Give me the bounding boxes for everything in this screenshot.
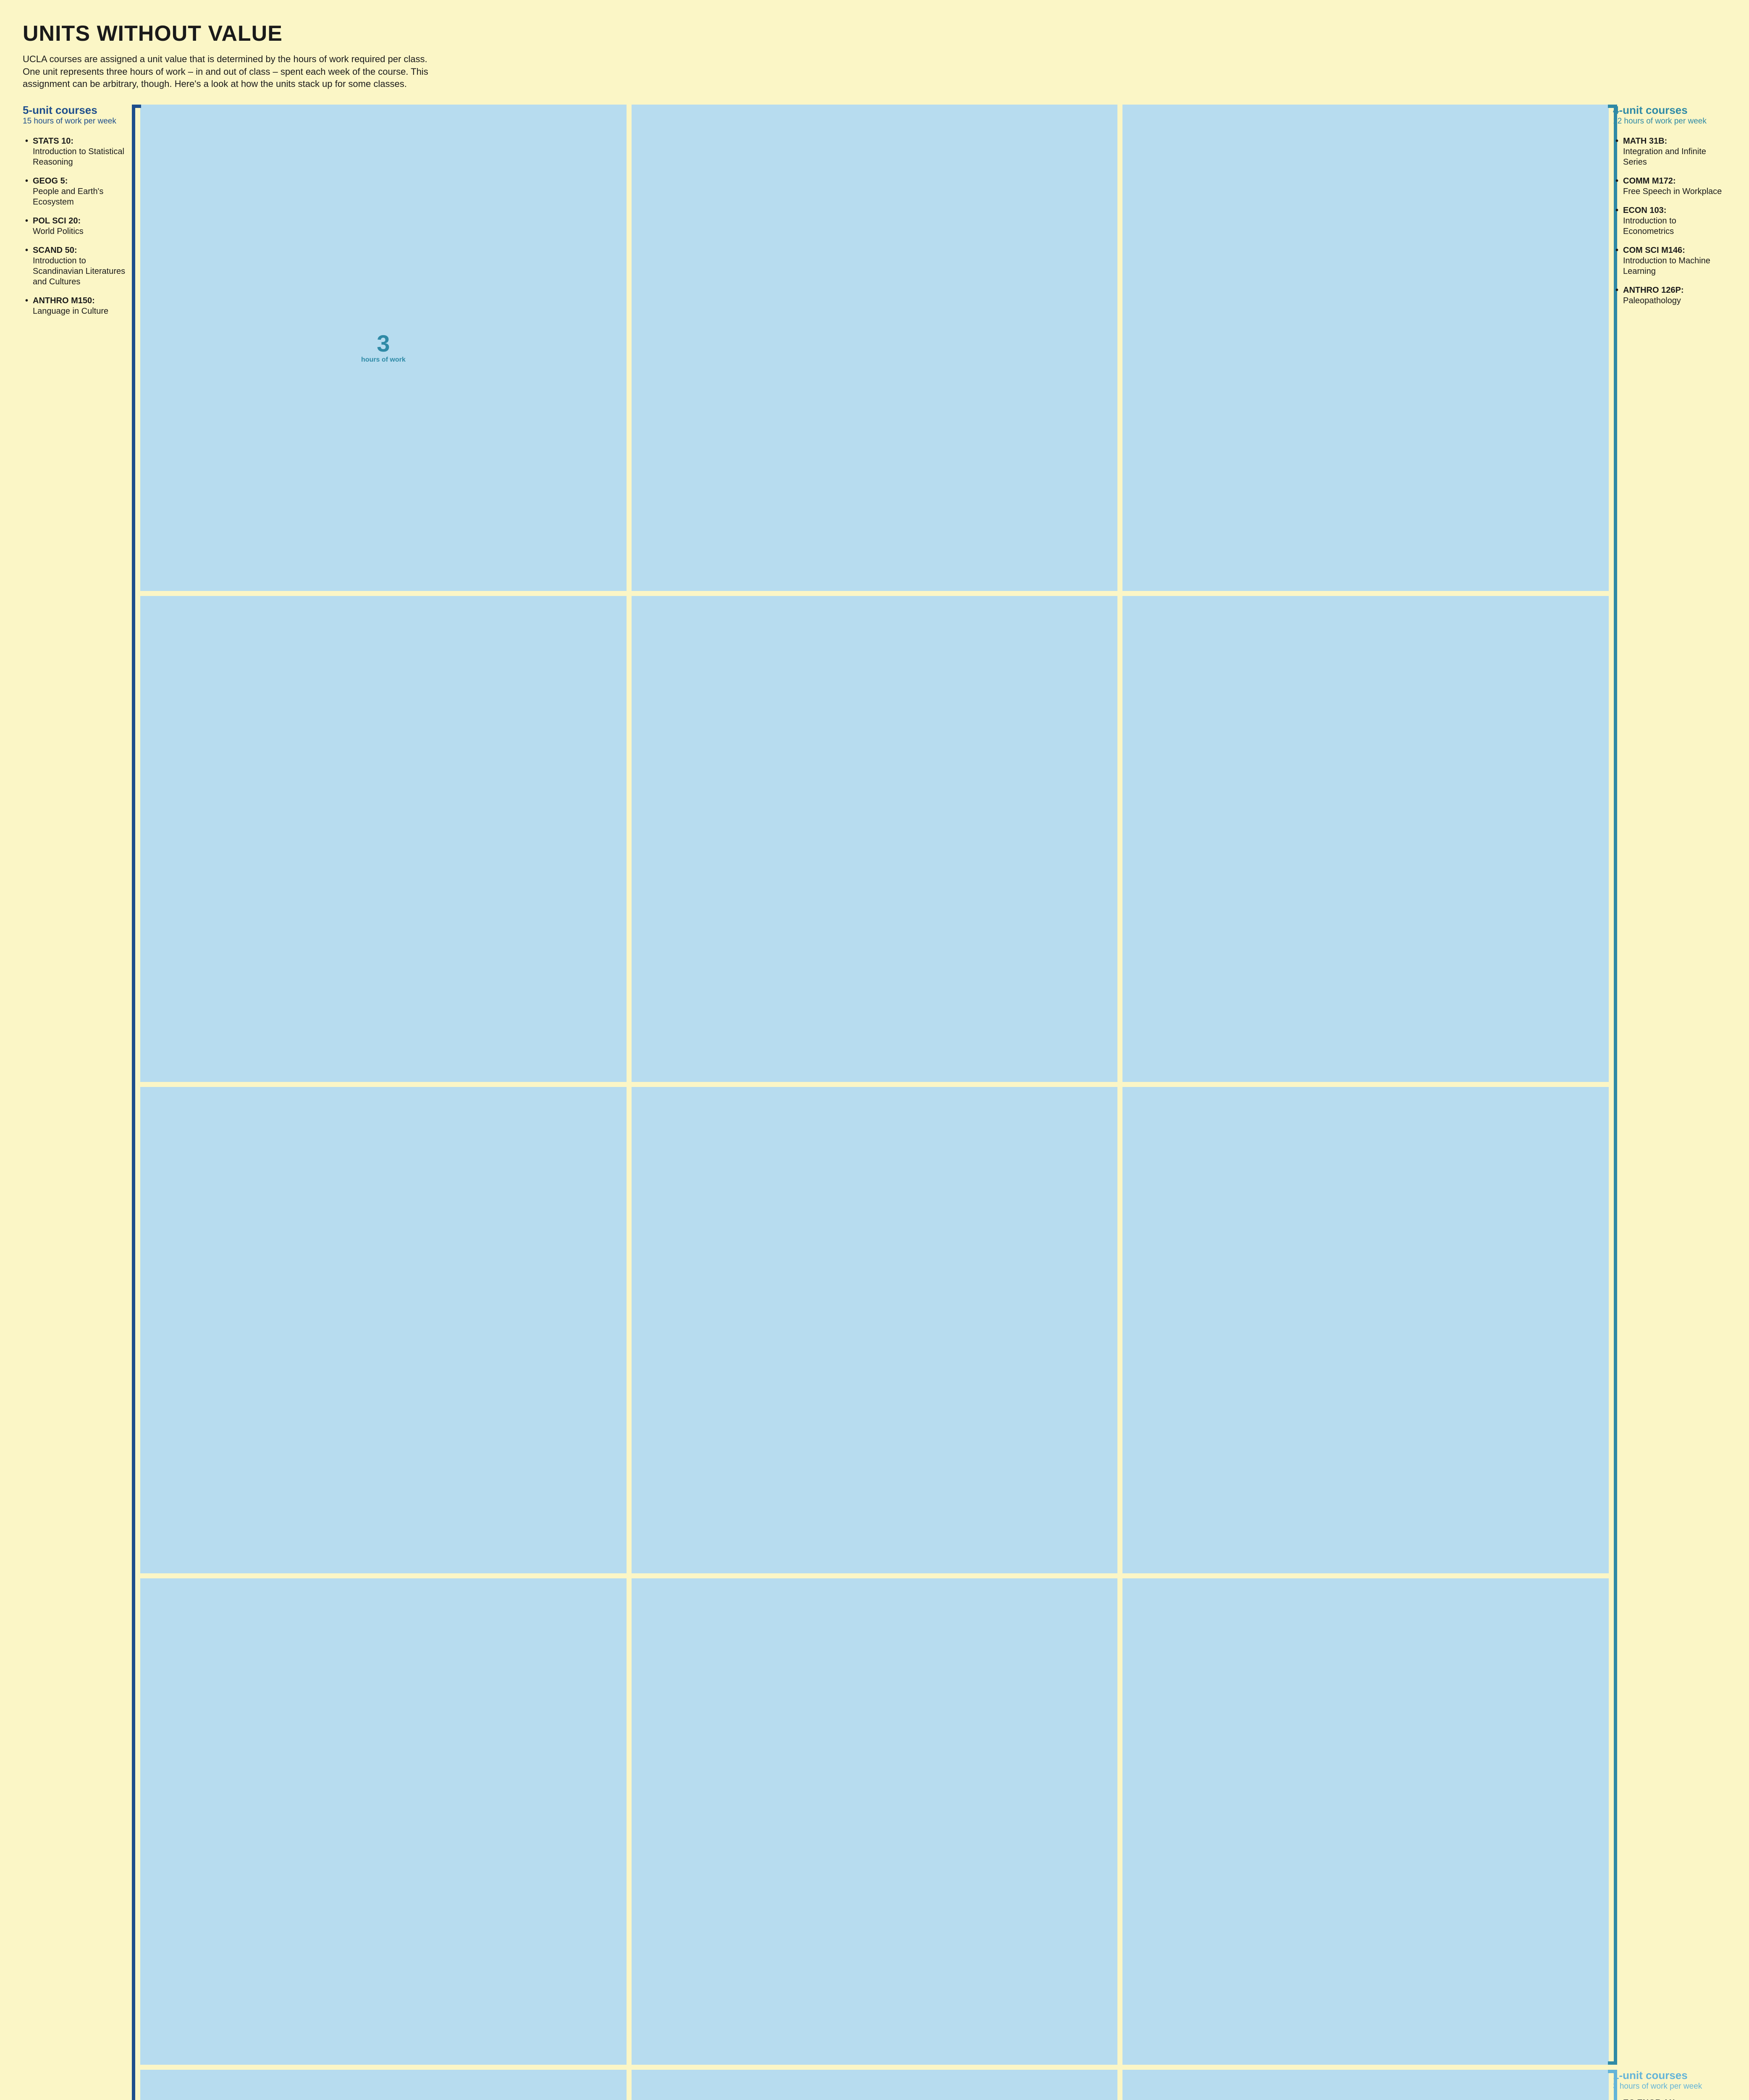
- grid-cell: [1122, 596, 1609, 1082]
- course-item: SCAND 50:Introduction to Scandinavian Li…: [23, 245, 136, 287]
- course-item: ANTHRO M150: Language in Culture: [23, 296, 136, 317]
- heading-4-units: 4-unit courses: [1613, 105, 1726, 116]
- course-code: GEOG 5:: [33, 176, 68, 186]
- course-item: COMM M172:Free Speech in Workplace: [1613, 176, 1726, 197]
- heading-5-hours: 15 hours of work per week: [23, 117, 136, 126]
- course-code: COMM M172:: [1623, 176, 1676, 186]
- course-item: POL SCI 20:World Politics: [23, 216, 136, 237]
- course-item: ANTHRO 126P:Paleopathology: [1613, 285, 1726, 306]
- course-list-1: EC ENGR 11L:Circuits LabratoryECON 103L:…: [1613, 2098, 1726, 2100]
- unit-grid-wrapper: 3hours of work: [136, 105, 1613, 2100]
- course-code: COM SCI M146:: [1623, 246, 1685, 255]
- course-list-5: STATS 10:Introduction to Statistical Rea…: [23, 136, 136, 317]
- main-layout: 5-unit courses 15 hours of work per week…: [23, 105, 1726, 2100]
- grid-cell: [1122, 2070, 1609, 2100]
- course-desc: World Politics: [33, 227, 84, 236]
- course-code: ECON 103:: [1623, 206, 1666, 215]
- heading-5-units: 5-unit courses: [23, 105, 136, 116]
- course-desc: People and Earth's Ecosystem: [33, 187, 103, 207]
- column-5-unit: 5-unit courses 15 hours of work per week…: [23, 105, 136, 325]
- grid-cell: [632, 1578, 1118, 2065]
- grid-cell: [632, 105, 1118, 591]
- course-desc: Introduction to Scandinavian Literatures…: [33, 256, 125, 286]
- grid-cell: [140, 1578, 627, 2065]
- course-code: POL SCI 20:: [33, 216, 81, 226]
- course-item: GEOG 5:People and Earth's Ecosystem: [23, 176, 136, 207]
- column-4-unit: 4-unit courses 12 hours of work per week…: [1613, 105, 1726, 315]
- grid-cell: [140, 1087, 627, 1573]
- cell-unit-label: hours of work: [361, 356, 406, 364]
- course-desc: Paleopathology: [1623, 296, 1681, 305]
- course-desc: Introduction to Statistical Reasoning: [33, 147, 124, 167]
- course-item: COM SCI M146:Introduction to Machine Lea…: [1613, 245, 1726, 277]
- course-item: STATS 10:Introduction to Statistical Rea…: [23, 136, 136, 168]
- heading-1-units: 1-unit courses: [1613, 2070, 1726, 2081]
- bracket-5-unit: [132, 105, 141, 2100]
- course-desc: Introduction to Machine Learning: [1623, 256, 1710, 276]
- course-item: MATH 31B:Integration and Infinite Series: [1613, 136, 1726, 168]
- course-code: ANTHRO M150:: [33, 296, 95, 305]
- heading-4-hours: 12 hours of work per week: [1613, 117, 1726, 126]
- grid-cell: 3hours of work: [140, 105, 627, 591]
- cell-unit-number: 3: [377, 332, 390, 355]
- course-code: ANTHRO 126P:: [1623, 286, 1683, 295]
- course-code: STATS 10:: [33, 136, 73, 146]
- course-desc: Free Speech in Workplace: [1623, 187, 1722, 196]
- column-5-heading: 5-unit courses 15 hours of work per week: [23, 105, 136, 126]
- course-item: EC ENGR 11L:Circuits Labratory: [1613, 2098, 1726, 2100]
- column-4-heading: 4-unit courses 12 hours of work per week: [1613, 105, 1726, 126]
- course-desc: Integration and Infinite Series: [1623, 147, 1706, 167]
- course-item: ECON 103:Introduction to Econometrics: [1613, 205, 1726, 237]
- course-desc: Introduction to Econometrics: [1623, 216, 1676, 236]
- unit-grid: 3hours of work: [140, 105, 1609, 2100]
- course-code: SCAND 50:: [33, 246, 77, 255]
- course-code: EC ENGR 11L:: [1623, 2098, 1681, 2100]
- grid-cell: [140, 596, 627, 1082]
- course-desc: Language in Culture: [33, 307, 108, 316]
- grid-cell: [1122, 1087, 1609, 1573]
- grid-cell: [632, 2070, 1118, 2100]
- column-1-unit: 1-unit courses 3 hours of work per week …: [1613, 2070, 1726, 2100]
- right-column-stack: 4-unit courses 12 hours of work per week…: [1613, 105, 1726, 2100]
- heading-1-hours: 3 hours of work per week: [1613, 2082, 1726, 2091]
- course-code: MATH 31B:: [1623, 136, 1667, 146]
- intro-paragraph: UCLA courses are assigned a unit value t…: [23, 53, 443, 90]
- grid-cell: [632, 1087, 1118, 1573]
- bracket-1-unit: [1608, 2070, 1617, 2100]
- grid-cell: [140, 2070, 627, 2100]
- column-1-heading: 1-unit courses 3 hours of work per week: [1613, 2070, 1726, 2091]
- grid-cell: [1122, 1578, 1609, 2065]
- course-list-4: MATH 31B:Integration and Infinite Series…: [1613, 136, 1726, 306]
- bracket-4-unit: [1608, 105, 1617, 2065]
- grid-cell: [1122, 105, 1609, 591]
- page-title: UNITS WITHOUT VALUE: [23, 21, 1726, 46]
- grid-cell: [632, 596, 1118, 1082]
